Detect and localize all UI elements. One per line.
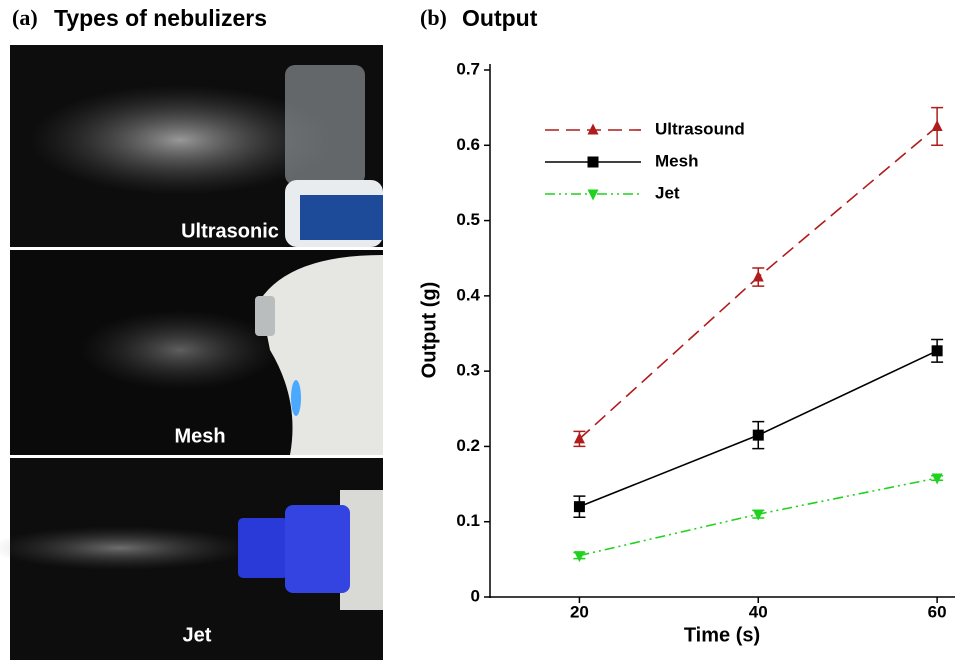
x-tick-label: 60 — [928, 602, 947, 621]
x-tick-label: 40 — [749, 602, 768, 621]
y-tick-label: 0.3 — [456, 361, 480, 380]
legend-label: Jet — [655, 183, 680, 202]
marker — [932, 474, 943, 485]
panel-title: Types of nebulizers — [54, 5, 267, 31]
y-tick-label: 0.7 — [456, 59, 480, 78]
legend-marker — [588, 157, 599, 168]
legend-marker — [588, 124, 599, 135]
y-tick-label: 0.1 — [456, 511, 480, 530]
image-label: Mesh — [174, 425, 225, 447]
y-tick-label: 0 — [471, 586, 480, 605]
image-label: Ultrasonic — [181, 220, 279, 242]
marker — [574, 551, 585, 562]
figure: (a) Types of nebulizers Ultrasonic Mesh … — [0, 0, 958, 660]
x-axis-label: Time (s) — [684, 624, 760, 646]
photo-ultrasonic — [10, 45, 383, 247]
marker — [574, 501, 585, 512]
marker — [932, 345, 943, 356]
legend-label: Mesh — [655, 151, 698, 170]
x-tick-label: 20 — [570, 602, 589, 621]
marker — [753, 430, 764, 441]
y-tick-label: 0.5 — [456, 210, 480, 229]
y-tick-label: 0.2 — [456, 436, 480, 455]
marker — [753, 271, 764, 282]
legend-marker — [588, 190, 599, 201]
marker — [574, 432, 585, 443]
y-axis-label: Output (g) — [418, 282, 440, 379]
panel-label: (a) — [12, 5, 38, 30]
image-label: Jet — [183, 624, 212, 646]
legend-label: Ultrasound — [655, 119, 745, 138]
y-tick-label: 0.6 — [456, 135, 480, 154]
marker — [932, 120, 943, 131]
panel-label: (b) — [420, 5, 447, 30]
y-tick-label: 0.4 — [456, 285, 480, 304]
photo-mesh — [10, 250, 383, 455]
marker — [753, 510, 764, 521]
chart-title: Output — [462, 5, 538, 31]
